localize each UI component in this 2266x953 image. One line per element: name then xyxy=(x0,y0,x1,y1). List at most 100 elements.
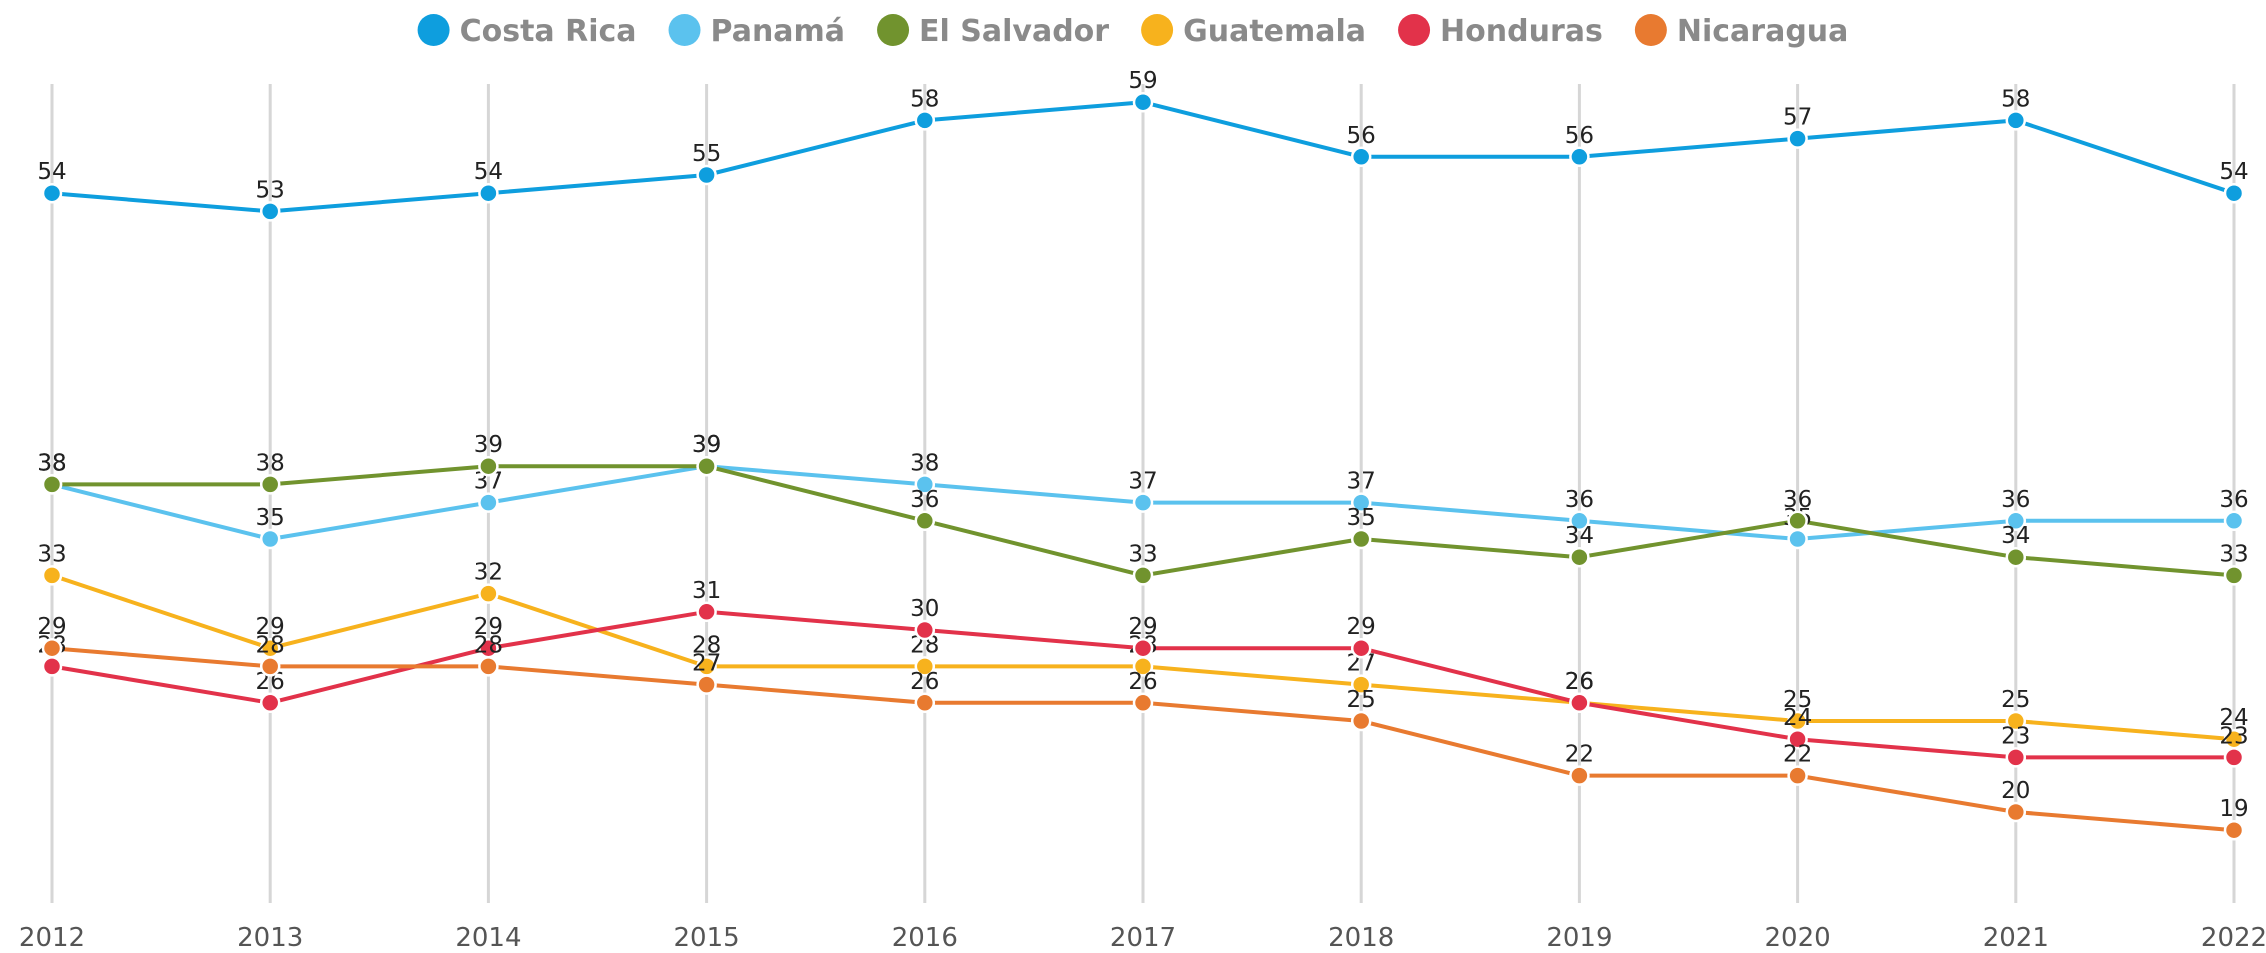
data-point xyxy=(1787,510,1808,532)
data-label: 29 xyxy=(256,614,285,640)
data-label: 39 xyxy=(692,432,721,458)
data-point xyxy=(478,583,499,604)
data-label: 36 xyxy=(910,487,939,513)
data-point xyxy=(1350,674,1372,695)
data-point xyxy=(1132,692,1154,714)
data-label: 36 xyxy=(2219,487,2248,513)
data-point xyxy=(1569,510,1590,532)
legend-item: Costa Rica xyxy=(417,14,637,49)
data-point xyxy=(2005,510,2027,532)
data-label: 38 xyxy=(910,450,939,476)
data-label: 25 xyxy=(2001,687,2030,713)
data-label: 19 xyxy=(2219,796,2248,822)
data-label: 39 xyxy=(474,432,503,458)
data-label: 32 xyxy=(474,560,503,586)
data-label: 25 xyxy=(1347,687,1376,713)
data-point xyxy=(2223,510,2245,532)
data-label: 33 xyxy=(2219,541,2248,567)
x-tick-label: 2014 xyxy=(455,923,521,953)
data-label: 28 xyxy=(474,632,503,658)
data-point xyxy=(2223,182,2245,204)
data-point xyxy=(478,492,499,513)
data-point xyxy=(2223,565,2245,586)
data-label: 28 xyxy=(256,632,285,658)
data-point xyxy=(41,637,63,659)
data-point xyxy=(1350,710,1372,732)
legend-label: Honduras xyxy=(1440,14,1603,49)
data-point xyxy=(696,601,717,623)
data-label: 37 xyxy=(1347,469,1376,495)
data-label: 29 xyxy=(37,614,66,640)
data-label: 30 xyxy=(910,596,939,622)
legend-item: Nicaragua xyxy=(1634,14,1849,49)
data-point xyxy=(914,110,936,131)
data-point xyxy=(2005,546,2027,568)
data-point xyxy=(1132,492,1154,513)
data-point xyxy=(2005,110,2027,131)
data-point xyxy=(1350,146,1372,168)
x-tick-label: 2016 xyxy=(892,923,958,953)
data-label: 24 xyxy=(2219,705,2248,731)
grid: 2012 2013 2014 2015 2016 2017 2018 2019 2020 2021… xyxy=(19,84,2266,953)
data-point xyxy=(2005,747,2027,768)
data-point xyxy=(478,182,499,204)
x-tick-label: 2015 xyxy=(674,923,740,953)
data-point xyxy=(1787,728,1808,750)
data-point xyxy=(914,619,936,641)
data-point xyxy=(1350,492,1372,513)
x-tick-label: 2017 xyxy=(1110,923,1176,953)
data-label: 36 xyxy=(2001,487,2030,513)
data-label: 26 xyxy=(910,669,939,695)
data-point xyxy=(2005,801,2027,823)
data-label: 27 xyxy=(692,651,721,677)
x-tick-label: 2018 xyxy=(1328,923,1394,953)
data-label: 33 xyxy=(37,541,66,567)
data-label: 55 xyxy=(692,141,721,167)
data-point xyxy=(1132,637,1154,659)
data-point xyxy=(259,692,281,714)
data-label: 58 xyxy=(910,86,939,112)
x-tick-label: 2019 xyxy=(1546,923,1612,953)
data-point xyxy=(478,656,499,677)
legend-item: Honduras xyxy=(1398,14,1603,49)
data-label: 22 xyxy=(1565,742,1594,768)
data-point xyxy=(1132,91,1154,113)
lines: 5453545558595656575854383537393837373635… xyxy=(37,68,2249,841)
data-label: 54 xyxy=(474,159,503,185)
data-label: 54 xyxy=(37,159,66,185)
data-point xyxy=(2223,819,2245,841)
data-point xyxy=(914,656,936,677)
data-point xyxy=(259,528,281,550)
data-label: 38 xyxy=(256,450,285,476)
data-point xyxy=(1132,565,1154,586)
legend-item: El Salvador xyxy=(877,14,1109,49)
data-label: 33 xyxy=(1128,541,1157,567)
data-point xyxy=(696,164,717,186)
legend-label: Panamá xyxy=(711,14,846,49)
data-label: 26 xyxy=(1565,669,1594,695)
data-label: 24 xyxy=(1783,705,1812,731)
data-label: 29 xyxy=(474,614,503,640)
legend-label: El Salvador xyxy=(919,14,1109,49)
data-label: 59 xyxy=(1128,68,1157,94)
x-tick-label: 2013 xyxy=(237,923,303,953)
data-point xyxy=(2223,747,2245,768)
legend-swatch xyxy=(668,14,701,46)
data-label: 35 xyxy=(256,505,285,531)
data-label: 23 xyxy=(2001,723,2030,749)
data-point xyxy=(259,656,281,677)
data-point xyxy=(2005,710,2027,732)
legend-swatch xyxy=(417,14,450,46)
legend-label: Nicaragua xyxy=(1677,14,1849,49)
data-point xyxy=(1569,765,1590,786)
legend-swatch xyxy=(1634,14,1667,46)
data-point xyxy=(1350,637,1372,659)
data-point xyxy=(41,565,63,586)
data-label: 38 xyxy=(37,450,66,476)
data-label: 25 xyxy=(1783,687,1812,713)
x-tick-label: 2020 xyxy=(1765,923,1831,953)
data-label: 56 xyxy=(1347,123,1376,149)
data-label: 31 xyxy=(692,578,721,604)
data-point xyxy=(1569,146,1590,168)
data-point xyxy=(259,474,281,495)
